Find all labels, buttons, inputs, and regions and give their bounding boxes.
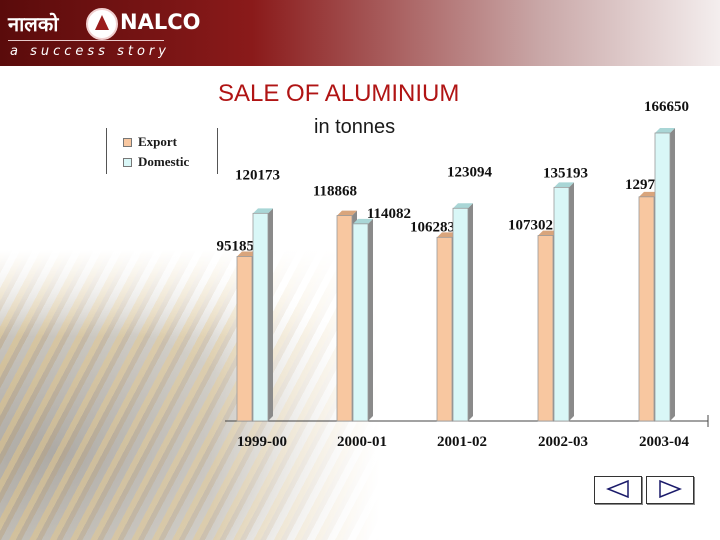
previous-slide-button[interactable] [594, 476, 642, 504]
bar-top-domestic-2002-03 [554, 182, 574, 188]
logo-name: NALCO [120, 10, 201, 34]
data-label-domestic-2002-03: 135193 [543, 165, 588, 181]
bar-export-2003-04 [638, 196, 655, 422]
tagline-divider [8, 40, 164, 41]
next-slide-button[interactable] [646, 476, 694, 504]
bar-top-export-2001-02 [437, 232, 457, 238]
legend-swatch-export [123, 137, 132, 147]
bar-top-domestic-1999-00 [253, 208, 273, 214]
legend-swatch-domestic [123, 157, 132, 167]
tagline: a success story [10, 44, 170, 59]
data-label-domestic-2000-01: 114082 [367, 206, 411, 222]
legend-label-export: Export [138, 134, 177, 149]
x-tick-label-2003-04: 2003-04 [639, 434, 689, 450]
chart-subtitle: in tonnes [314, 116, 396, 138]
bar-top-export-1999-00 [237, 251, 257, 257]
data-label-export-2000-01: 118868 [313, 184, 357, 200]
bar-side-domestic-1999-00 [268, 208, 273, 421]
x-tick-label-2000-01: 2000-01 [337, 434, 387, 450]
bar-export-1999-00 [236, 256, 253, 422]
background-fade [0, 250, 380, 540]
bar-domestic-2003-04 [654, 132, 671, 422]
bar-top-domestic-2001-02 [453, 203, 473, 209]
data-label-domestic-2003-04: 166650 [644, 99, 689, 115]
bar-side-domestic-2002-03 [569, 182, 574, 421]
nalco-logo-icon [86, 8, 118, 40]
header-banner: नालको NALCO a success story [0, 0, 720, 66]
data-label-domestic-2001-02: 123094 [447, 164, 493, 180]
bar-side-domestic-2003-04 [670, 128, 675, 421]
legend-label-domestic: Domestic [138, 154, 190, 169]
bar-side-domestic-2000-01 [368, 218, 373, 421]
bar-top-export-2002-03 [538, 230, 558, 236]
x-tick-label-1999-00: 1999-00 [237, 434, 287, 450]
bar-export-2000-01 [336, 215, 353, 422]
x-tick-label-2001-02: 2001-02 [437, 434, 487, 450]
data-label-export-2001-02: 106283 [410, 219, 455, 235]
bar-top-domestic-2000-01 [353, 218, 373, 224]
bar-top-domestic-2003-04 [655, 128, 675, 133]
x-tick-label-2002-03: 2002-03 [538, 434, 588, 450]
right-triangle-icon [659, 480, 682, 498]
bar-top-export-2000-01 [337, 210, 357, 216]
bar-side-domestic-2001-02 [468, 203, 473, 421]
data-label-domestic-1999-00: 120173 [235, 167, 280, 183]
legend-item-export: Export [123, 134, 177, 150]
bar-domestic-2002-03 [553, 186, 570, 422]
bar-top-export-2003-04 [639, 191, 659, 197]
data-label-export-1999-00: 95185 [217, 239, 255, 255]
chart-legend: Export Domestic [106, 128, 218, 174]
chart-title: SALE OF ALUMINIUM [218, 80, 460, 107]
bar-domestic-2001-02 [452, 207, 469, 422]
bar-export-2001-02 [436, 236, 453, 422]
legend-item-domestic: Domestic [123, 154, 189, 170]
logo-hindi-text: नालको [8, 12, 59, 36]
bar-domestic-2000-01 [352, 223, 369, 422]
bar-domestic-1999-00 [252, 212, 269, 422]
bar-export-2002-03 [537, 235, 554, 422]
data-label-export-2002-03: 107302 [508, 218, 553, 234]
left-triangle-icon [606, 480, 629, 498]
